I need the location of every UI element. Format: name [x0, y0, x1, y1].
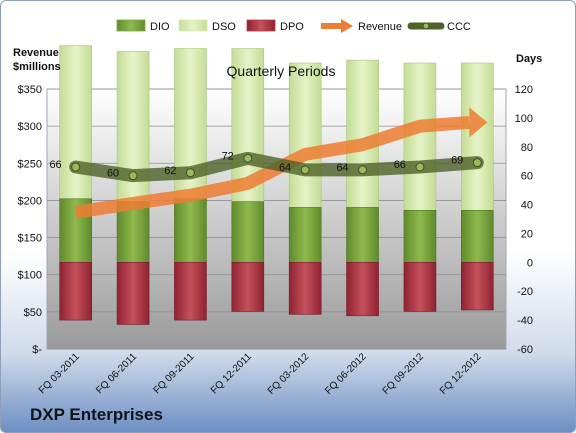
dpo-bar	[461, 262, 494, 311]
left-tick-label: $300	[18, 121, 42, 133]
dso-bar	[403, 62, 437, 211]
left-tick-label: $-	[32, 344, 42, 356]
ccc-point	[185, 168, 195, 178]
dio-bar	[231, 201, 265, 263]
legend-label-revenue: Revenue	[358, 21, 402, 33]
dio-bar	[346, 207, 379, 263]
ccc-layer: 66 60 62 72 64 64 66 69	[49, 150, 484, 183]
category-label: FQ 12-2011	[209, 351, 254, 396]
legend: DIO DSO DPO Revenue CCC	[116, 19, 471, 33]
left-tick-label: $50	[24, 307, 42, 319]
revenue-arrowhead	[469, 107, 488, 138]
legend-label-dpo: DPO	[280, 21, 304, 33]
right-tick-label: 40	[521, 200, 533, 212]
dpo-bar	[116, 262, 150, 325]
dio-bar	[174, 198, 207, 263]
right-axis-title: Days	[516, 53, 542, 65]
dio-bar	[288, 207, 322, 263]
dio-bar	[461, 210, 494, 263]
right-tick-label: -40	[517, 315, 533, 327]
left-tick-label: $350	[18, 84, 42, 96]
ccc-point	[300, 165, 310, 175]
ccc-data-label: 66	[49, 159, 61, 171]
dpo-bar	[174, 262, 207, 321]
dio-bar	[403, 210, 437, 263]
dso-bar	[288, 62, 322, 208]
ccc-data-label: 64	[279, 162, 291, 174]
ccc-point	[243, 153, 253, 163]
legend-label-ccc: CCC	[447, 21, 471, 33]
right-tick-label: 0	[527, 257, 533, 269]
dso-bar	[59, 45, 92, 200]
ccc-data-label: 66	[394, 159, 406, 171]
ccc-data-label: 69	[451, 155, 463, 167]
bars-layer	[59, 45, 494, 325]
legend-swatch-dso	[178, 19, 208, 32]
legend-label-dso: DSO	[212, 21, 236, 33]
legend-label-dio: DIO	[150, 21, 170, 33]
category-labels: FQ 03-2011 FQ 06-2011 FQ 09-2011 FQ 12-2011…	[37, 351, 484, 397]
legend-swatch-dio	[116, 19, 146, 32]
right-tick-label: -20	[517, 286, 533, 298]
right-axis-ticks: -60 -40 -20 0 20 40 60 80 100 120	[515, 84, 533, 356]
ccc-line	[69, 151, 484, 183]
dpo-bar	[288, 262, 322, 315]
category-label: FQ 12-2012	[438, 351, 484, 397]
ccc-data-label: 60	[107, 168, 119, 180]
category-label: FQ 06-2011	[94, 351, 139, 396]
dso-bar	[346, 59, 379, 208]
ccc-point	[71, 162, 81, 172]
left-axis-title-line1: Revenue	[13, 47, 59, 59]
left-axis-ticks: $- $50 $100 $150 $200 $250 $300 $350	[18, 84, 43, 356]
ccc-data-label: 62	[164, 165, 176, 177]
left-tick-label: $150	[18, 233, 42, 245]
ccc-point	[472, 158, 482, 168]
legend-marker-ccc	[422, 22, 430, 30]
right-tick-label: 20	[521, 228, 533, 240]
ccc-point	[128, 171, 138, 181]
ccc-data-label: 72	[222, 150, 234, 162]
right-tick-label: 120	[515, 84, 533, 96]
dpo-bar	[403, 262, 437, 312]
dpo-bar	[231, 262, 265, 312]
dpo-bar	[346, 262, 379, 317]
right-tick-label: 100	[515, 113, 533, 125]
category-label: FQ 09-2012	[381, 351, 427, 397]
chart-title: Quarterly Periods	[227, 63, 336, 79]
left-tick-label: $100	[18, 270, 42, 282]
ccc-point	[358, 165, 368, 175]
right-tick-label: -60	[517, 344, 533, 356]
dpo-bar	[59, 262, 92, 321]
left-tick-label: $250	[18, 158, 42, 170]
legend-swatch-dpo	[246, 19, 276, 32]
company-name: DXP Enterprises	[30, 405, 163, 424]
legend-arrowhead-revenue	[341, 19, 353, 33]
right-tick-label: 60	[521, 171, 533, 183]
category-label: FQ 06-2012	[323, 351, 369, 397]
right-tick-label: 80	[521, 142, 533, 154]
ccc-point	[415, 162, 425, 172]
category-label: FQ 09-2011	[152, 351, 197, 396]
ccc-data-label: 64	[336, 162, 348, 174]
category-label: FQ 03-2012	[266, 351, 312, 397]
dso-bar	[461, 62, 494, 211]
left-axis-title-line2: $millions	[13, 61, 61, 73]
left-tick-label: $200	[18, 195, 42, 207]
category-label: FQ 03-2011	[37, 351, 82, 396]
